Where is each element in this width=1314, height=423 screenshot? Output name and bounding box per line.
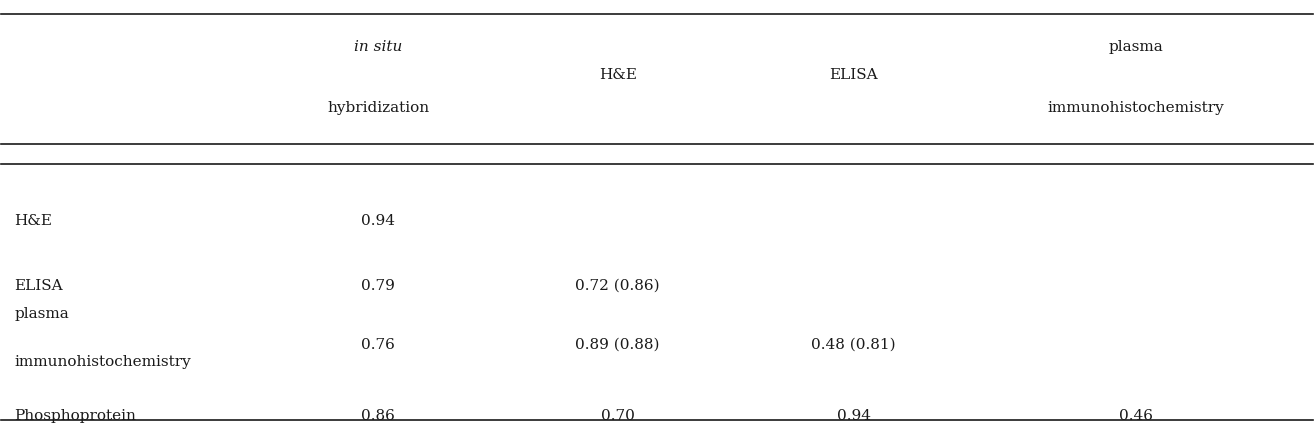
Text: 0.89 (0.88): 0.89 (0.88) — [576, 338, 660, 352]
Text: 0.94: 0.94 — [361, 214, 396, 228]
Text: 0.79: 0.79 — [361, 279, 396, 293]
Text: ELISA: ELISA — [14, 279, 63, 293]
Text: Phosphoprotein: Phosphoprotein — [14, 409, 137, 423]
Text: 0.94: 0.94 — [837, 409, 871, 423]
Text: ELISA: ELISA — [829, 68, 878, 82]
Text: 0.48 (0.81): 0.48 (0.81) — [811, 338, 896, 352]
Text: 0.86: 0.86 — [361, 409, 396, 423]
Text: 0.46: 0.46 — [1118, 409, 1152, 423]
Text: immunohistochemistry: immunohistochemistry — [14, 355, 192, 369]
Text: H&E: H&E — [14, 214, 53, 228]
Text: plasma: plasma — [14, 307, 70, 321]
Text: 0.70: 0.70 — [600, 409, 635, 423]
Text: hybridization: hybridization — [327, 101, 430, 115]
Text: 0.72 (0.86): 0.72 (0.86) — [576, 279, 660, 293]
Text: 0.76: 0.76 — [361, 338, 396, 352]
Text: in situ: in situ — [355, 40, 402, 54]
Text: immunohistochemistry: immunohistochemistry — [1047, 101, 1223, 115]
Text: plasma: plasma — [1108, 40, 1163, 54]
Text: H&E: H&E — [599, 68, 637, 82]
